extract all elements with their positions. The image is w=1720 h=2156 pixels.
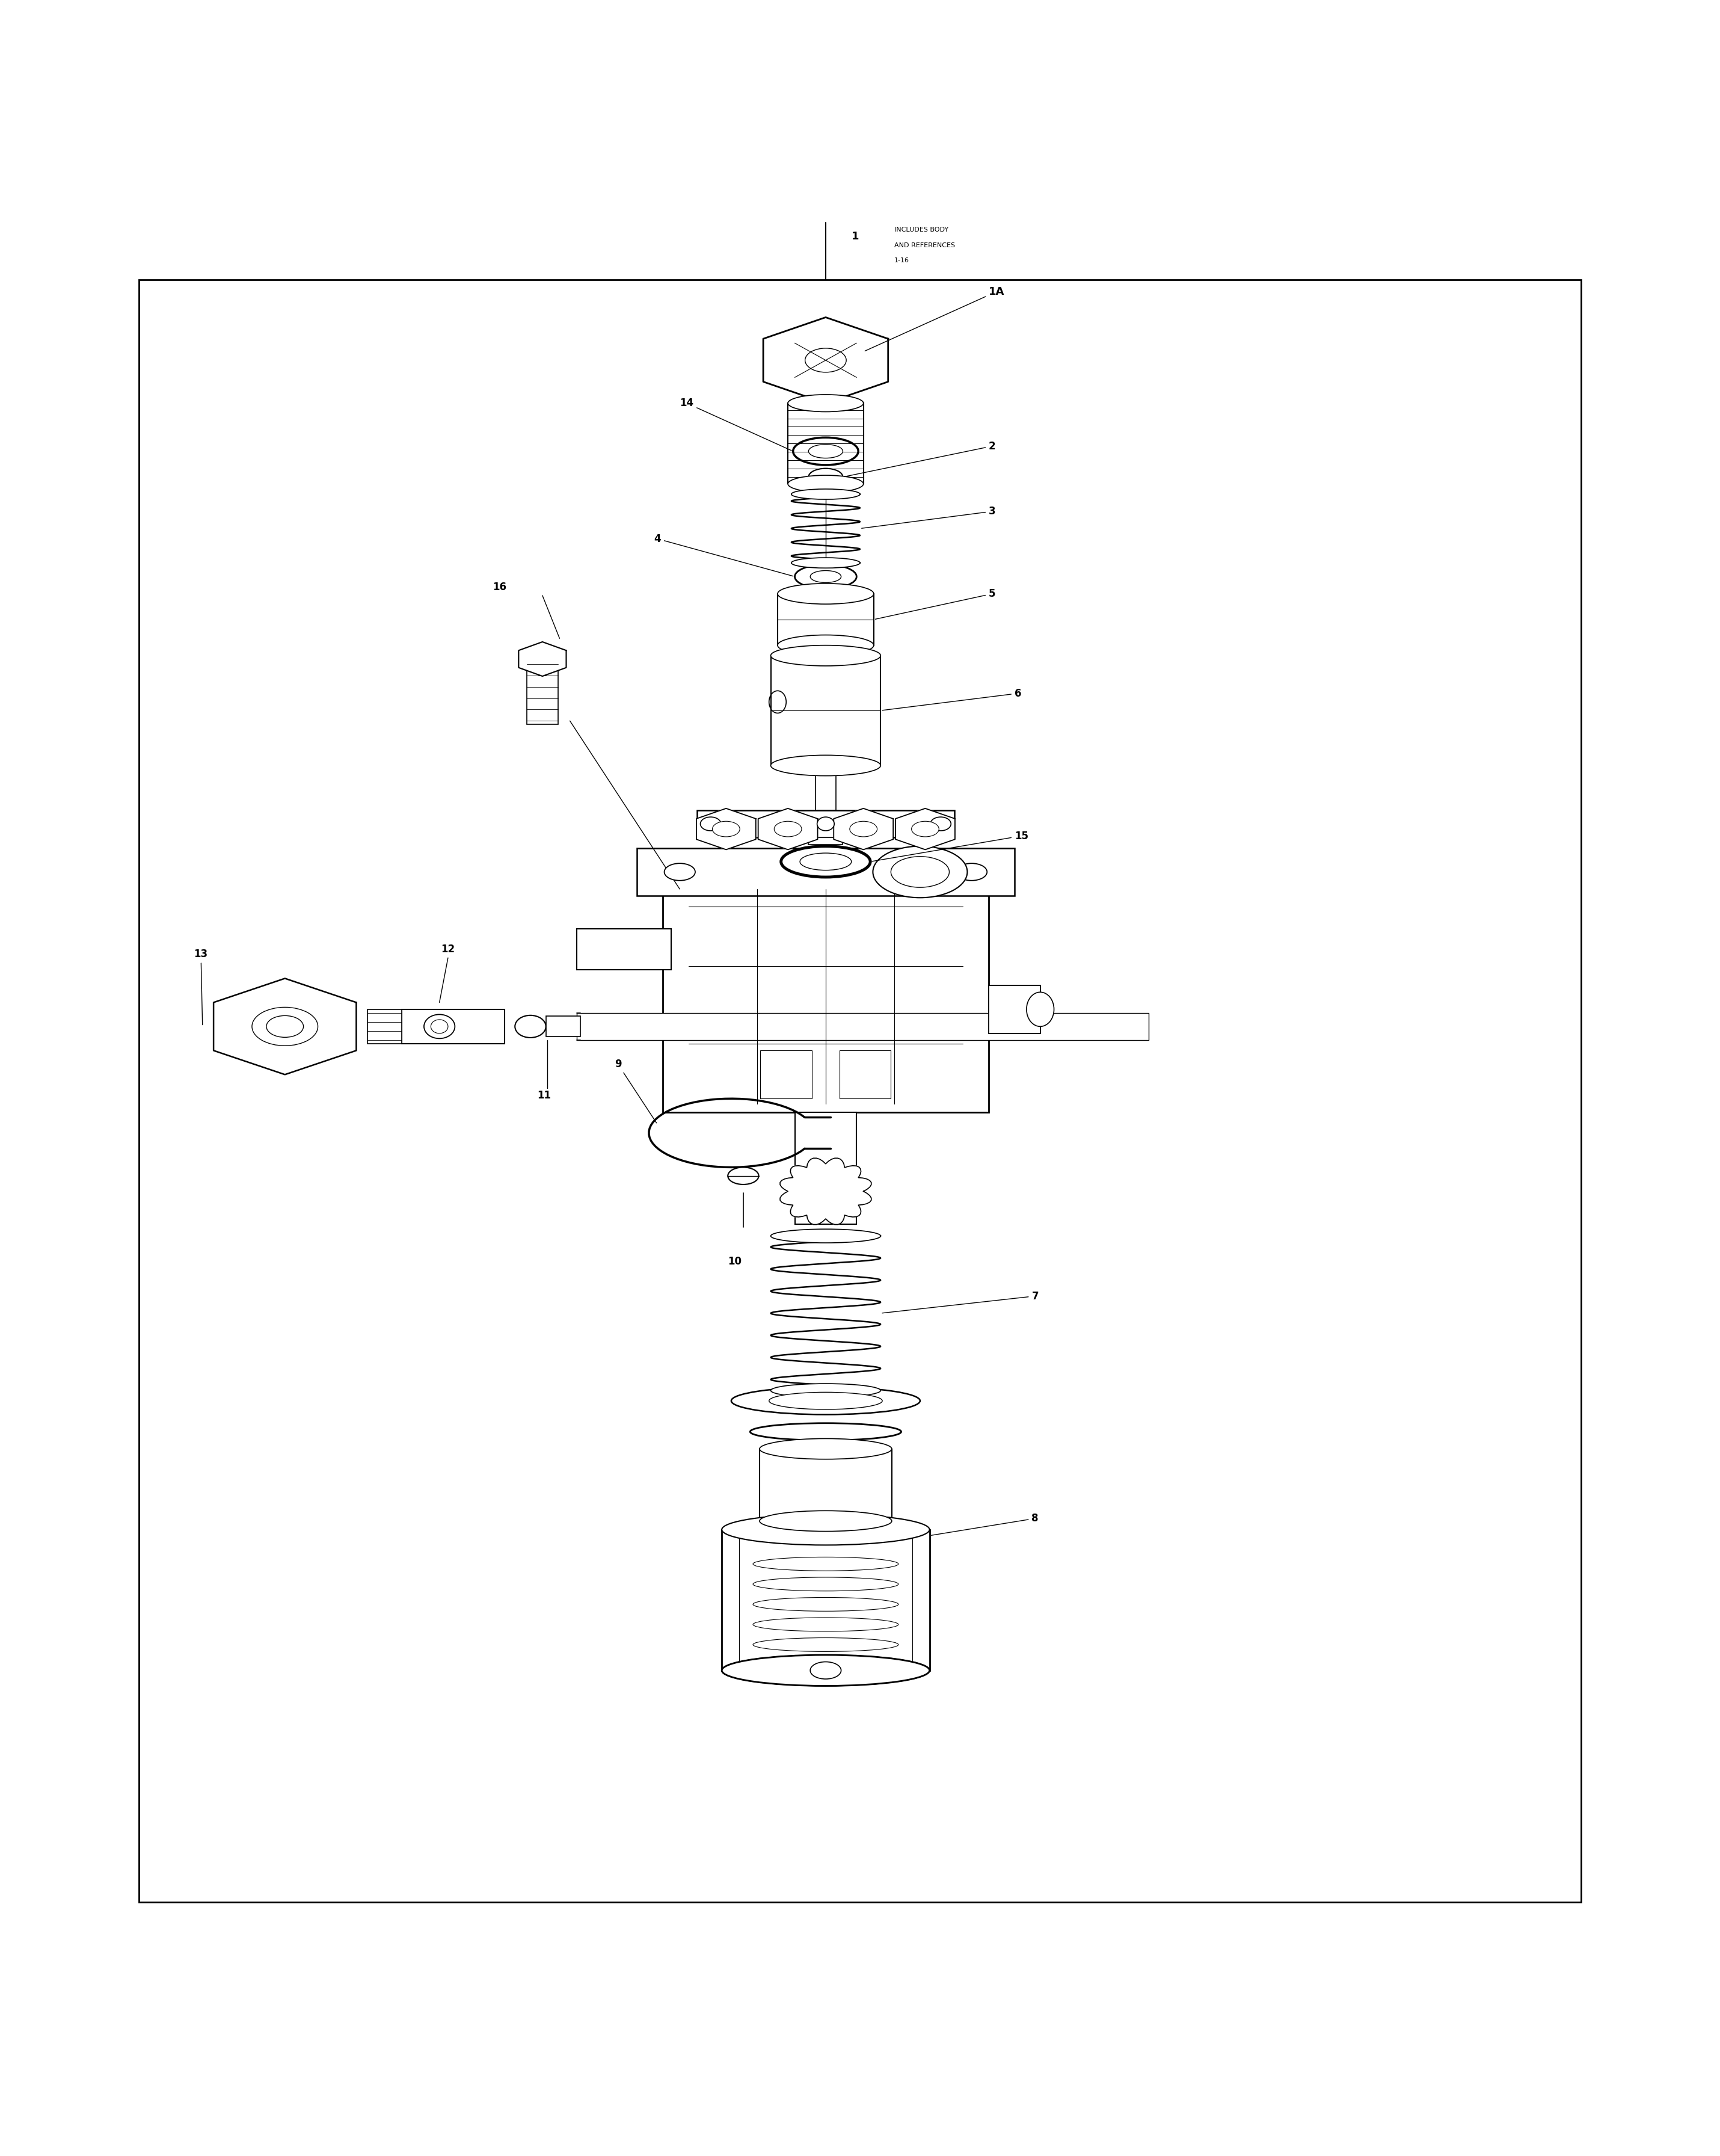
Ellipse shape — [722, 1656, 929, 1686]
Ellipse shape — [771, 1229, 881, 1242]
Text: 1: 1 — [851, 231, 858, 241]
Ellipse shape — [722, 1656, 929, 1686]
Ellipse shape — [793, 438, 858, 466]
Text: 14: 14 — [679, 397, 791, 451]
Bar — [662, 871, 989, 1112]
Ellipse shape — [267, 1015, 303, 1037]
Ellipse shape — [791, 558, 860, 567]
Polygon shape — [697, 808, 755, 849]
Bar — [760, 1449, 891, 1520]
Ellipse shape — [774, 821, 802, 837]
Ellipse shape — [817, 817, 834, 830]
Ellipse shape — [795, 565, 857, 589]
Text: 3: 3 — [862, 507, 996, 528]
Bar — [636, 847, 1015, 897]
Bar — [526, 655, 557, 724]
Polygon shape — [759, 808, 817, 849]
Ellipse shape — [1027, 992, 1054, 1026]
Ellipse shape — [514, 1015, 545, 1037]
Bar — [576, 929, 671, 970]
Ellipse shape — [731, 1386, 920, 1414]
Bar — [777, 593, 874, 645]
Ellipse shape — [810, 571, 841, 582]
Ellipse shape — [777, 584, 874, 604]
Ellipse shape — [872, 845, 967, 897]
Text: 8: 8 — [931, 1514, 1039, 1535]
Ellipse shape — [805, 349, 846, 373]
Ellipse shape — [769, 1393, 882, 1410]
Text: 6: 6 — [882, 688, 1022, 709]
Polygon shape — [764, 317, 888, 403]
Ellipse shape — [771, 1384, 881, 1397]
Ellipse shape — [664, 862, 695, 880]
Ellipse shape — [912, 821, 939, 837]
Ellipse shape — [760, 1511, 891, 1531]
Bar — [697, 811, 955, 837]
Ellipse shape — [808, 468, 843, 485]
Text: 10: 10 — [728, 1257, 741, 1268]
Ellipse shape — [712, 821, 740, 837]
Text: 1-16: 1-16 — [894, 257, 910, 263]
Ellipse shape — [771, 645, 881, 666]
Text: 15: 15 — [872, 830, 1029, 862]
Bar — [760, 1050, 812, 1100]
Ellipse shape — [788, 474, 863, 492]
Bar — [368, 1009, 402, 1044]
Ellipse shape — [808, 444, 843, 457]
Ellipse shape — [791, 489, 860, 500]
Ellipse shape — [891, 856, 949, 888]
Ellipse shape — [800, 854, 851, 871]
Ellipse shape — [777, 636, 874, 655]
Ellipse shape — [956, 862, 987, 880]
Ellipse shape — [810, 1662, 841, 1680]
Text: 9: 9 — [614, 1059, 657, 1123]
Ellipse shape — [750, 1423, 901, 1440]
Bar — [576, 1013, 1149, 1039]
Polygon shape — [519, 642, 566, 677]
Bar — [795, 1112, 857, 1225]
Ellipse shape — [781, 845, 870, 877]
Text: AND REFERENCES: AND REFERENCES — [894, 241, 955, 248]
Text: 12: 12 — [440, 944, 456, 955]
Ellipse shape — [722, 1514, 929, 1546]
Polygon shape — [896, 808, 955, 849]
Bar — [139, 280, 1581, 1902]
Text: 11: 11 — [537, 1089, 550, 1100]
Bar — [545, 1015, 580, 1037]
Bar — [722, 1529, 929, 1671]
Bar — [402, 1009, 504, 1044]
Ellipse shape — [771, 755, 881, 776]
Polygon shape — [834, 808, 893, 849]
Bar — [808, 837, 843, 845]
Bar — [989, 985, 1041, 1033]
Polygon shape — [213, 979, 356, 1074]
Ellipse shape — [788, 395, 863, 412]
Text: 13: 13 — [194, 949, 208, 1024]
Text: INCLUDES BODY: INCLUDES BODY — [894, 226, 948, 233]
Polygon shape — [781, 1158, 872, 1225]
Bar — [815, 765, 836, 811]
Text: 7: 7 — [882, 1291, 1039, 1313]
Ellipse shape — [251, 1007, 318, 1046]
Text: 5: 5 — [875, 589, 996, 619]
Ellipse shape — [423, 1015, 454, 1039]
Text: 1A: 1A — [865, 287, 1004, 351]
Bar — [788, 403, 863, 483]
Ellipse shape — [850, 821, 877, 837]
Bar — [839, 1050, 891, 1100]
Ellipse shape — [728, 1166, 759, 1184]
Text: 4: 4 — [654, 533, 793, 576]
Bar — [771, 655, 881, 765]
Text: 16: 16 — [492, 582, 506, 593]
Text: 2: 2 — [845, 440, 996, 476]
Ellipse shape — [760, 1438, 891, 1460]
